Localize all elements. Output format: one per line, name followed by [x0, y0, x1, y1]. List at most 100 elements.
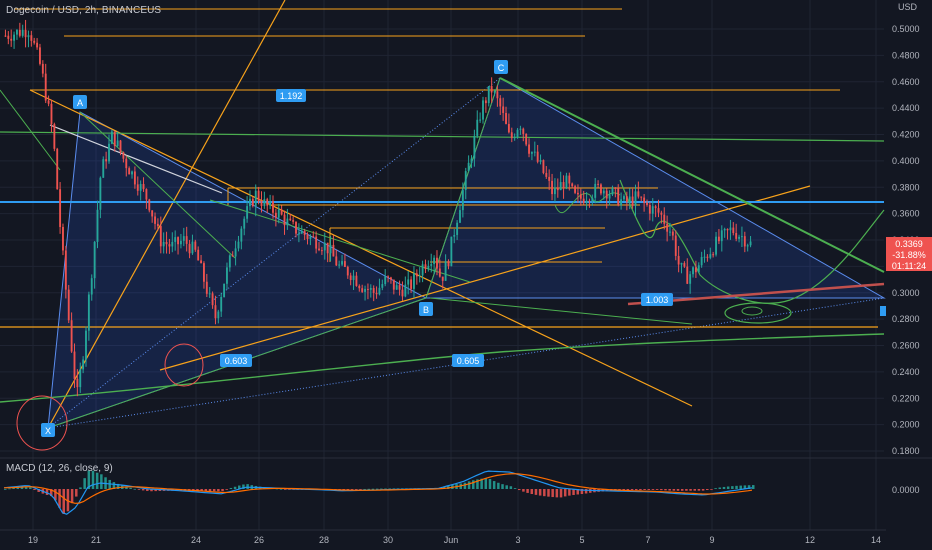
macd-histogram-bar: [726, 486, 730, 489]
candle-bear: [441, 276, 444, 281]
candle-bear: [574, 186, 577, 193]
time-tick-label: 30: [383, 535, 393, 545]
price-tick-label: 0.2400: [892, 367, 920, 377]
macd-histogram-bar: [547, 489, 550, 497]
macd-histogram-bar: [33, 489, 36, 490]
candle-bear: [128, 168, 131, 175]
candle-bear: [556, 187, 559, 191]
candle-bear: [33, 40, 36, 43]
candle-bull: [628, 196, 631, 202]
candle-bear: [24, 29, 27, 38]
candle-bear: [648, 204, 651, 214]
candle-bull: [470, 158, 473, 163]
macd-histogram-bar: [622, 489, 625, 491]
time-axis-ticks: 19 21 24 26 28 30 Jun 3 5 7 9 12 14: [28, 535, 881, 545]
candle-bull: [585, 200, 588, 204]
macd-histogram-bar: [522, 489, 525, 492]
pattern-point-x: X: [41, 423, 55, 437]
macd-histogram-bar: [355, 489, 358, 490]
time-axis[interactable]: 19 21 24 26 28 30 Jun 3 5 7 9 12 14: [0, 529, 886, 545]
candle-bear: [203, 263, 205, 282]
macd-histogram-bar: [647, 489, 651, 490]
signal-line: [3, 473, 753, 504]
candle-bull: [323, 242, 326, 251]
candle-bull: [110, 131, 113, 144]
macd-histogram-bar: [722, 486, 726, 489]
price-axis[interactable]: USD 0.5000 0.4800 0.4600 0.4400 0.4200 0.4000…: [886, 0, 932, 460]
time-tick-label: 7: [645, 535, 650, 545]
macd-histogram-bar: [710, 489, 713, 490]
candle-bear: [76, 378, 79, 388]
candle-bear: [358, 285, 361, 289]
candle-bull: [139, 183, 142, 191]
candle-bull: [217, 311, 220, 319]
candle-bear: [318, 248, 320, 251]
candle-bear: [4, 35, 7, 37]
candle-bear: [706, 256, 709, 258]
candle-bull: [697, 265, 700, 273]
candle-bull: [234, 248, 237, 257]
red-circle-x: [16, 395, 68, 451]
candle-bear: [272, 201, 274, 213]
green-ellipse: [724, 302, 792, 324]
price-tick-label: 0.2600: [892, 341, 920, 351]
candle-bear: [551, 180, 553, 195]
candle-bull: [341, 261, 343, 265]
green-wave: [554, 192, 621, 214]
candle-bull: [634, 191, 637, 206]
macd-histogram-bar: [45, 489, 49, 495]
candle-bear: [168, 244, 171, 247]
candle-bear: [260, 200, 263, 206]
orange-diag-steep: [47, 0, 286, 429]
green-projection: [619, 179, 885, 304]
macd-histogram-bar: [225, 489, 228, 490]
macd-histogram-bar: [551, 489, 554, 498]
candle-bull: [286, 218, 289, 226]
candle-bull: [13, 34, 16, 41]
candle-bear: [372, 288, 375, 293]
macd-histogram-bar: [371, 488, 375, 490]
candle-bull: [450, 236, 453, 267]
macd-histogram-bar: [568, 489, 571, 496]
candle-bull: [608, 194, 611, 199]
candle-bear: [326, 242, 329, 254]
green-ma-curve: [0, 333, 885, 403]
candle-bear: [375, 292, 378, 295]
candle-bull: [364, 288, 366, 292]
candle-bear: [197, 249, 200, 261]
candle-bull: [602, 190, 605, 194]
candle-bear: [640, 196, 643, 198]
macd-histogram-bar: [630, 489, 634, 491]
candle-bear: [10, 38, 13, 41]
candle-bull: [384, 276, 387, 285]
candle-bull: [723, 228, 726, 231]
ratio-label-1003: 1.003: [641, 293, 673, 306]
time-tick-label: 12: [805, 535, 815, 545]
macd-histogram-bar: [87, 470, 91, 489]
candle-bear: [50, 103, 53, 125]
price-change: -31.88%: [892, 250, 926, 260]
pattern-point-c: C: [494, 60, 508, 74]
macd-histogram-bar: [634, 489, 638, 491]
candle-bear: [617, 188, 620, 206]
candle-bear: [303, 230, 306, 235]
macd-histogram-bar: [204, 489, 208, 492]
candle-bear: [447, 261, 450, 267]
candle-bear: [387, 276, 390, 278]
macd-histogram-bar: [701, 489, 705, 491]
candle-bear: [654, 206, 657, 209]
candle-bull: [254, 190, 257, 207]
macd-histogram-bar: [83, 478, 86, 489]
candle-bear: [712, 254, 715, 256]
macd-histogram-bar: [246, 484, 249, 489]
candle-bull: [182, 236, 185, 241]
current-price-box: 0.3369 -31.88% 01:11:24: [886, 237, 932, 271]
candle-bull: [237, 241, 240, 249]
candle-bear: [536, 151, 539, 162]
candle-bear: [625, 196, 628, 202]
macd-histogram-bar: [112, 482, 116, 489]
price-tick-label: 0.3800: [892, 182, 920, 192]
price-tick-label: 0.4200: [892, 130, 920, 140]
ratio-0603-text: 0.603: [225, 356, 248, 366]
